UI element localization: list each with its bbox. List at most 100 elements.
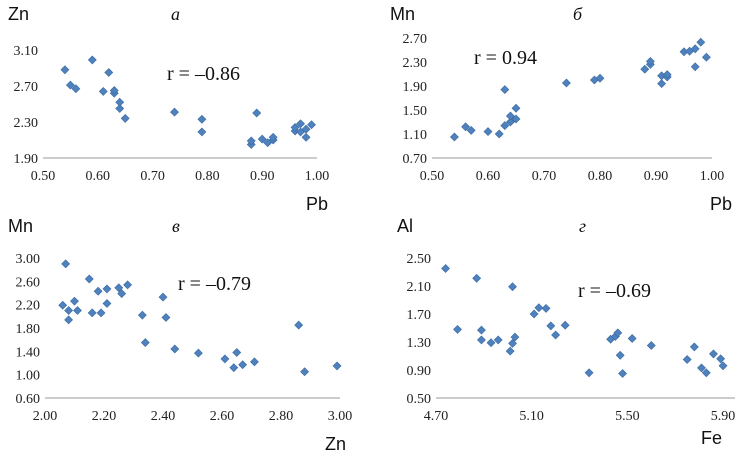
panel-g-y-tick: 2.10 [407, 280, 432, 295]
panel-g-data-point [472, 273, 482, 283]
panel-a-label: а [171, 4, 180, 24]
panel-v-data-point [64, 306, 74, 315]
panel-a-data-point [301, 132, 311, 142]
panel-v-data-point [87, 308, 97, 318]
panel-v-y-tick: 2.20 [16, 299, 41, 314]
panel-a-data-point [120, 113, 130, 123]
panel-b: Mn б r = 0.94 Pb 0.50 0.60 0.70 0.80 0.90 1.0… [390, 4, 732, 214]
panel-g-data-point [716, 354, 726, 364]
panel-b-y-tick: 2.70 [403, 32, 428, 47]
panel-v-points [58, 259, 342, 377]
panel-v-data-point [117, 289, 127, 299]
panel-v-data-point [84, 274, 94, 284]
panel-b-data-point [500, 121, 510, 131]
panel-a-data-point [170, 107, 179, 117]
panel-g-data-point [560, 320, 570, 330]
panel-g-data-point [510, 332, 520, 342]
panel-g-data-point [541, 303, 551, 313]
panel-v-data-point [123, 280, 133, 290]
panel-b-data-point [449, 132, 459, 142]
panel-v-x-tick: 2.60 [210, 409, 235, 424]
panel-b-data-point [595, 73, 605, 83]
panel-a-x-tick: 0.50 [31, 169, 56, 184]
panel-g-x-tick: 5.90 [711, 409, 736, 424]
panel-v-data-point [64, 315, 74, 325]
panel-b-x-label: Pb [710, 194, 732, 214]
panel-g-y-tick: 0.50 [407, 392, 432, 407]
panel-v-correlation: r = –0.79 [178, 273, 251, 295]
panel-b-data-point [662, 70, 672, 80]
panel-v-data-point [140, 338, 150, 348]
panel-a-data-point [65, 80, 75, 90]
panel-g-data-point [682, 355, 692, 364]
panel-b-data-point [483, 127, 493, 137]
panel-a-data-point [246, 136, 256, 146]
panel-b-data-point [640, 64, 650, 74]
panel-g-data-point [477, 335, 486, 345]
panel-a-data-point [197, 127, 207, 137]
panel-a-y-label: Zn [8, 4, 29, 24]
panel-v-x-tick: 3.00 [328, 409, 353, 424]
panel-b-data-point [690, 62, 700, 72]
panel-v-data-point [73, 306, 82, 315]
panel-a: Zn а r = –0.86 Pb 0.50 0.60 0.70 0.80 0.90 1.… [8, 4, 329, 214]
panel-a-x-tick: 0.80 [195, 169, 220, 184]
panel-a-data-point [98, 86, 108, 96]
panel-a-data-point [257, 134, 267, 144]
panel-v-data-point [137, 310, 147, 320]
panel-b-data-point [657, 79, 667, 89]
panel-a-x-tick: 0.70 [140, 169, 165, 184]
panel-b-data-point [511, 114, 521, 124]
panel-g-correlation: r = –0.69 [578, 280, 651, 302]
panel-g-data-point [505, 346, 515, 356]
panel-g-x-tick: 5.50 [615, 409, 640, 424]
panel-v-data-point [193, 348, 203, 358]
panel-b-y-label: Mn [390, 4, 415, 24]
panel-b-data-point [645, 56, 655, 66]
panel-g-data-point [627, 334, 637, 343]
panel-g-data-point [477, 325, 486, 335]
panel-v-data-point [170, 344, 180, 354]
panel-g-data-point [618, 369, 628, 378]
panel-b-x-tick: 0.50 [420, 169, 445, 184]
panel-v-data-point [102, 299, 112, 308]
panel-g-y-ticks: 0.50 0.90 1.30 1.70 2.10 2.50 [407, 252, 432, 407]
panel-v-y-tick: 1.80 [16, 322, 41, 337]
panel-b-data-point [466, 125, 476, 135]
panel-v-data-point [158, 292, 168, 302]
panel-g-label: г [579, 216, 586, 236]
panel-g: Al г r = –0.69 Fe 4.70 5.10 5.50 5.90 0.500… [397, 216, 735, 448]
panel-g-data-point [709, 349, 718, 359]
panel-v-data-point [232, 348, 242, 357]
panel-b-data-point [505, 117, 515, 127]
panel-a-data-point [197, 114, 207, 124]
panel-v-x-label: Zn [325, 434, 346, 454]
panel-g-y-label: Al [397, 216, 413, 236]
panel-g-data-point [613, 328, 623, 338]
panel-b-x-ticks: 0.50 0.60 0.70 0.80 0.90 1.00 [420, 169, 725, 184]
panel-v-data-point [250, 357, 259, 367]
panel-v-data-point [161, 313, 171, 322]
panel-v-data-point [332, 361, 342, 371]
panel-v-y-tick: 1.40 [16, 345, 41, 360]
panel-a-data-point [115, 104, 125, 113]
panel-b-data-point [505, 111, 515, 121]
panel-v-data-point [96, 308, 106, 318]
panel-g-data-point [701, 368, 711, 378]
panel-v-data-point [220, 354, 230, 364]
panel-b-data-point [494, 129, 504, 139]
panel-b-y-tick: 1.90 [403, 80, 428, 95]
panel-v-data-point [93, 286, 103, 296]
panel-a-y-ticks: 1.90 2.30 2.70 3.10 [14, 44, 39, 167]
panel-g-data-point [529, 309, 539, 319]
panel-v-x-ticks: 2.00 2.20 2.40 2.60 2.80 3.00 [33, 409, 353, 424]
panel-v-label: в [172, 216, 180, 236]
panel-g-data-point [551, 330, 561, 340]
panel-b-y-ticks: 0.70 1.10 1.50 1.90 2.30 2.70 [403, 32, 428, 167]
panel-v-y-label: Mn [8, 216, 33, 236]
panel-g-y-tick: 1.30 [407, 336, 432, 351]
panel-b-y-tick: 2.30 [403, 56, 428, 71]
panel-g-data-point [453, 324, 462, 334]
panel-v-data-point [61, 259, 71, 269]
